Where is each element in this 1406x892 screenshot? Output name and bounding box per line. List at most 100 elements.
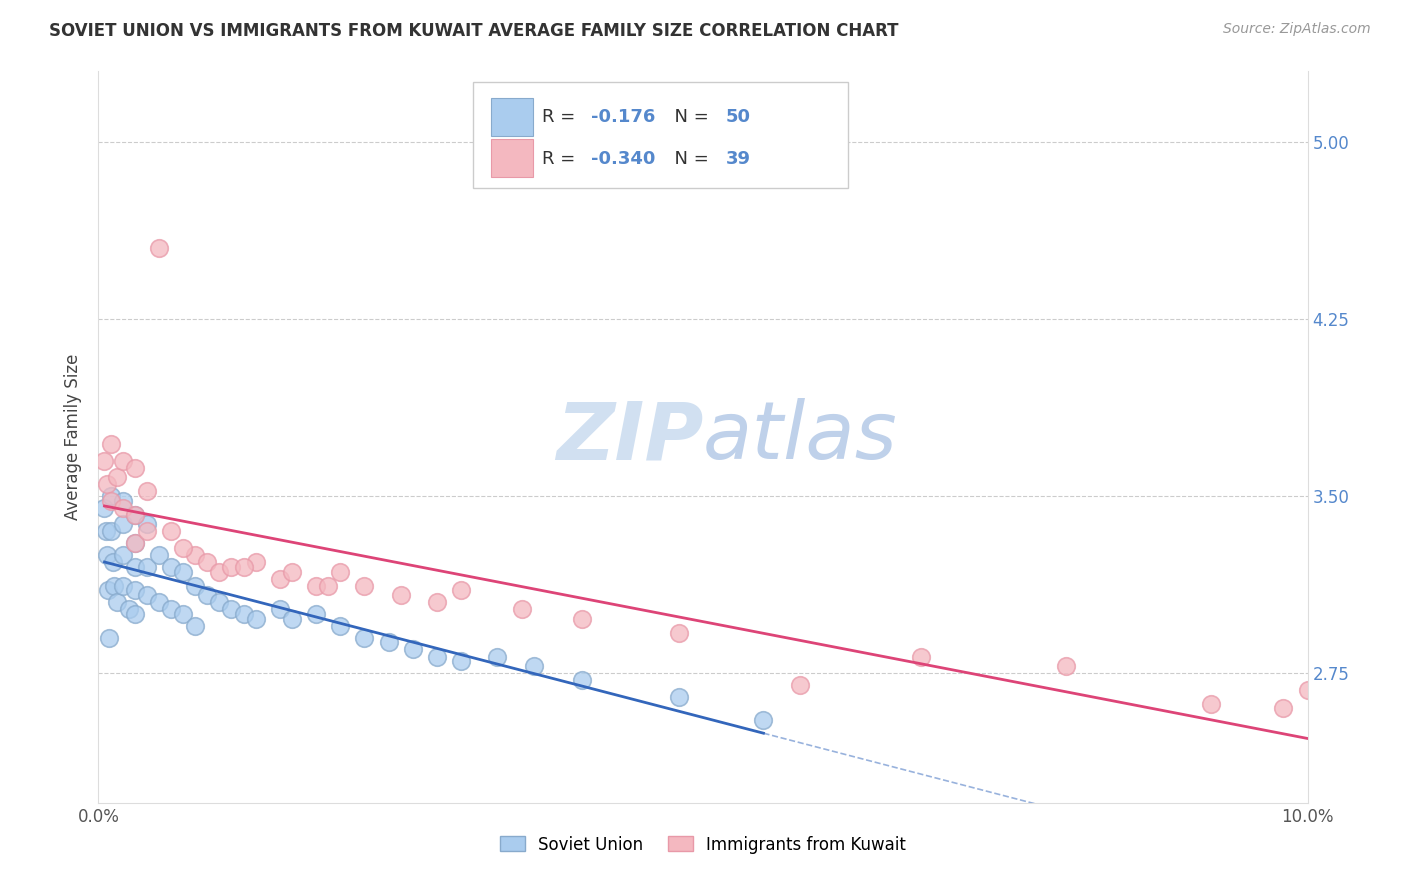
Text: N =: N =: [664, 150, 714, 168]
Point: [124, 536, 146, 550]
Point: [426, 649, 449, 664]
Point: [329, 619, 352, 633]
Point: [105, 595, 128, 609]
Point: [571, 612, 593, 626]
Point: [221, 602, 243, 616]
Text: 39: 39: [725, 150, 751, 168]
Point: [668, 690, 690, 704]
Point: [1054, 659, 1077, 673]
Point: [910, 649, 932, 664]
Point: [100, 437, 122, 451]
Point: [571, 673, 593, 687]
Point: [124, 460, 146, 475]
Point: [160, 602, 183, 616]
Point: [100, 524, 122, 539]
Point: [111, 548, 134, 562]
Point: [111, 517, 134, 532]
Text: 50: 50: [725, 108, 751, 126]
Point: [389, 588, 412, 602]
Point: [135, 524, 157, 539]
Point: [752, 713, 775, 727]
Point: [124, 508, 146, 522]
Point: [353, 631, 375, 645]
FancyBboxPatch shape: [474, 82, 848, 188]
Point: [135, 588, 157, 602]
Point: [172, 541, 194, 555]
Point: [377, 635, 399, 649]
Point: [184, 619, 207, 633]
Point: [510, 602, 533, 616]
Text: R =: R =: [543, 108, 581, 126]
Point: [98, 631, 121, 645]
Point: [353, 579, 375, 593]
Point: [305, 607, 328, 621]
Point: [221, 559, 243, 574]
Point: [96, 548, 118, 562]
FancyBboxPatch shape: [492, 98, 533, 136]
Point: [172, 607, 194, 621]
Point: [124, 508, 146, 522]
Text: N =: N =: [664, 108, 714, 126]
Point: [208, 565, 231, 579]
Point: [269, 572, 291, 586]
Text: SOVIET UNION VS IMMIGRANTS FROM KUWAIT AVERAGE FAMILY SIZE CORRELATION CHART: SOVIET UNION VS IMMIGRANTS FROM KUWAIT A…: [49, 22, 898, 40]
Point: [118, 602, 141, 616]
Point: [195, 555, 218, 569]
Point: [232, 607, 254, 621]
Point: [103, 579, 125, 593]
Point: [111, 493, 134, 508]
Point: [148, 595, 170, 609]
Point: [124, 607, 146, 621]
Point: [100, 493, 122, 508]
Point: [148, 548, 170, 562]
Legend: Soviet Union, Immigrants from Kuwait: Soviet Union, Immigrants from Kuwait: [494, 829, 912, 860]
Text: Source: ZipAtlas.com: Source: ZipAtlas.com: [1223, 22, 1371, 37]
Point: [160, 559, 183, 574]
Point: [184, 548, 207, 562]
Point: [245, 555, 267, 569]
Point: [668, 626, 690, 640]
Text: ZIP: ZIP: [555, 398, 703, 476]
Point: [232, 559, 254, 574]
Point: [281, 612, 304, 626]
Point: [523, 659, 546, 673]
Point: [426, 595, 449, 609]
Point: [1199, 697, 1222, 711]
Point: [1272, 701, 1295, 715]
Point: [111, 453, 134, 467]
Point: [124, 536, 146, 550]
Point: [402, 642, 425, 657]
Point: [148, 241, 170, 255]
Point: [93, 453, 115, 467]
Point: [486, 649, 509, 664]
Point: [195, 588, 218, 602]
Point: [450, 654, 472, 668]
Point: [135, 517, 157, 532]
Point: [281, 565, 304, 579]
Point: [269, 602, 291, 616]
Point: [94, 524, 117, 539]
Y-axis label: Average Family Size: Average Family Size: [65, 354, 83, 520]
Point: [96, 477, 118, 491]
Point: [208, 595, 231, 609]
Text: atlas: atlas: [703, 398, 898, 476]
Text: R =: R =: [543, 150, 581, 168]
Point: [111, 500, 134, 515]
Text: -0.340: -0.340: [591, 150, 655, 168]
Point: [245, 612, 267, 626]
Point: [305, 579, 328, 593]
Point: [135, 484, 157, 499]
Point: [184, 579, 207, 593]
Point: [316, 579, 339, 593]
Point: [160, 524, 183, 539]
Point: [135, 559, 157, 574]
Point: [124, 583, 146, 598]
Point: [124, 559, 146, 574]
Point: [111, 579, 134, 593]
Point: [172, 565, 194, 579]
Point: [100, 489, 122, 503]
Text: -0.176: -0.176: [591, 108, 655, 126]
Point: [105, 470, 128, 484]
Point: [789, 678, 811, 692]
Point: [101, 555, 124, 569]
